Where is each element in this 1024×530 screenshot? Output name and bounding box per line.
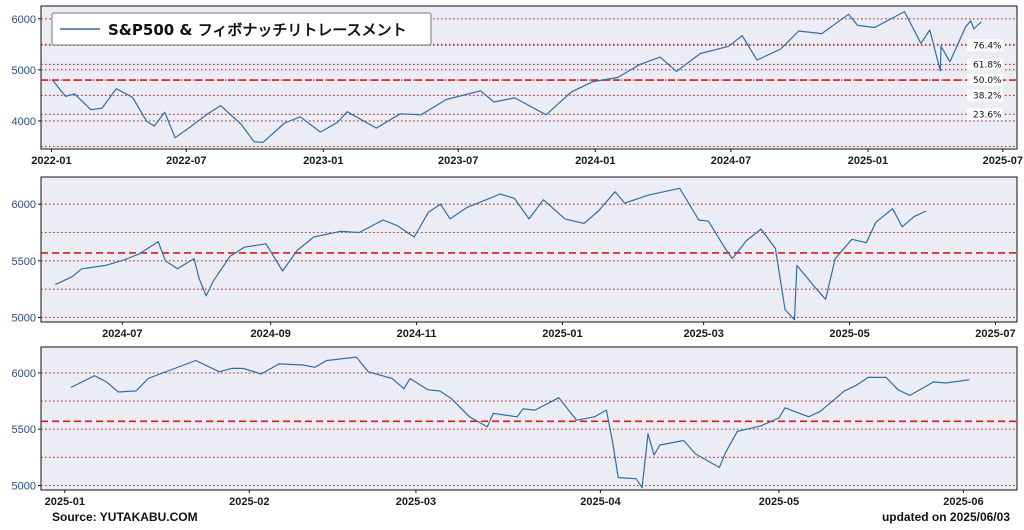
- x-tick-label: 2025-01: [848, 155, 888, 167]
- plot-area: [40, 346, 1018, 491]
- panel-short-term: 5000 5500 6000 2025-01 2025-02 2025-03 2025-04…: [12, 346, 1018, 508]
- y-tick-label: 5000: [12, 312, 36, 324]
- plot-area: [40, 176, 1018, 323]
- x-tick-label: 2022-07: [166, 155, 206, 167]
- fib-level-label: 38.2%: [973, 91, 1002, 101]
- x-tick-label: 2025-05: [759, 496, 799, 508]
- x-tick-label: 2024-01: [575, 155, 615, 167]
- sp500-line: [52, 11, 982, 143]
- x-tick-label: 2025-03: [396, 496, 436, 508]
- x-tick-label: 2025-07: [983, 155, 1023, 167]
- x-tick-label: 2024-07: [711, 155, 751, 167]
- y-tick-label: 6000: [12, 199, 36, 211]
- x-tick-label: 2024-11: [397, 328, 437, 340]
- x-tick-label: 2025-06: [943, 496, 983, 508]
- y-tick-label: 4000: [12, 116, 36, 128]
- x-tick-label: 2025-01: [542, 328, 582, 340]
- y-tick-label: 5500: [12, 424, 36, 436]
- x-tick-label: 2023-07: [438, 155, 478, 167]
- y-tick-label: 6000: [12, 368, 36, 380]
- fib-level-label: 76.4%: [973, 41, 1002, 51]
- x-tick-label: 2024-07: [102, 328, 142, 340]
- x-tick-label: 2025-07: [975, 328, 1015, 340]
- y-tick-label: 6000: [12, 14, 36, 26]
- x-tick-label: 2025-02: [229, 496, 269, 508]
- x-tick-label: 2025-04: [580, 496, 621, 508]
- y-tick-label: 5000: [12, 65, 36, 77]
- x-tick-label: 2022-01: [31, 155, 71, 167]
- updated-note: updated on 2025/06/03: [881, 510, 1010, 524]
- fib-level-label: 23.6%: [973, 110, 1002, 120]
- panel-mid-term: 5000 5500 6000 2024-07 2024-09 2024-11 2025-01…: [12, 176, 1018, 340]
- fib-level-label: 50.0%: [973, 76, 1002, 86]
- legend: S&P500 & フィボナッチリトレースメント: [51, 12, 432, 46]
- x-tick-label: 2025-03: [683, 328, 723, 340]
- fib-label-bg: [967, 39, 1003, 52]
- sp500-line: [55, 187, 927, 321]
- x-tick-label: 2025-01: [45, 496, 85, 508]
- x-tick-label: 2023-01: [303, 155, 343, 167]
- fib-level-label: 61.8%: [973, 60, 1002, 70]
- fib-label-bg: [967, 58, 1003, 71]
- legend-label: S&P500 & フィボナッチリトレースメント: [108, 21, 407, 39]
- source-note: Source: YUTAKABU.COM: [52, 510, 198, 524]
- x-tick-label: 2025-05: [829, 328, 869, 340]
- panel-long-term: 4000 5000 6000 2022-01 2022-07 2023-01 2023-07…: [12, 5, 1023, 167]
- y-tick-label: 5500: [12, 256, 36, 268]
- fib-label-bg: [967, 74, 1003, 87]
- y-tick-label: 5000: [12, 480, 36, 492]
- sp500-line: [70, 356, 970, 489]
- fib-label-bg: [967, 108, 1003, 121]
- x-tick-label: 2024-09: [250, 328, 290, 340]
- fib-label-bg: [967, 89, 1003, 102]
